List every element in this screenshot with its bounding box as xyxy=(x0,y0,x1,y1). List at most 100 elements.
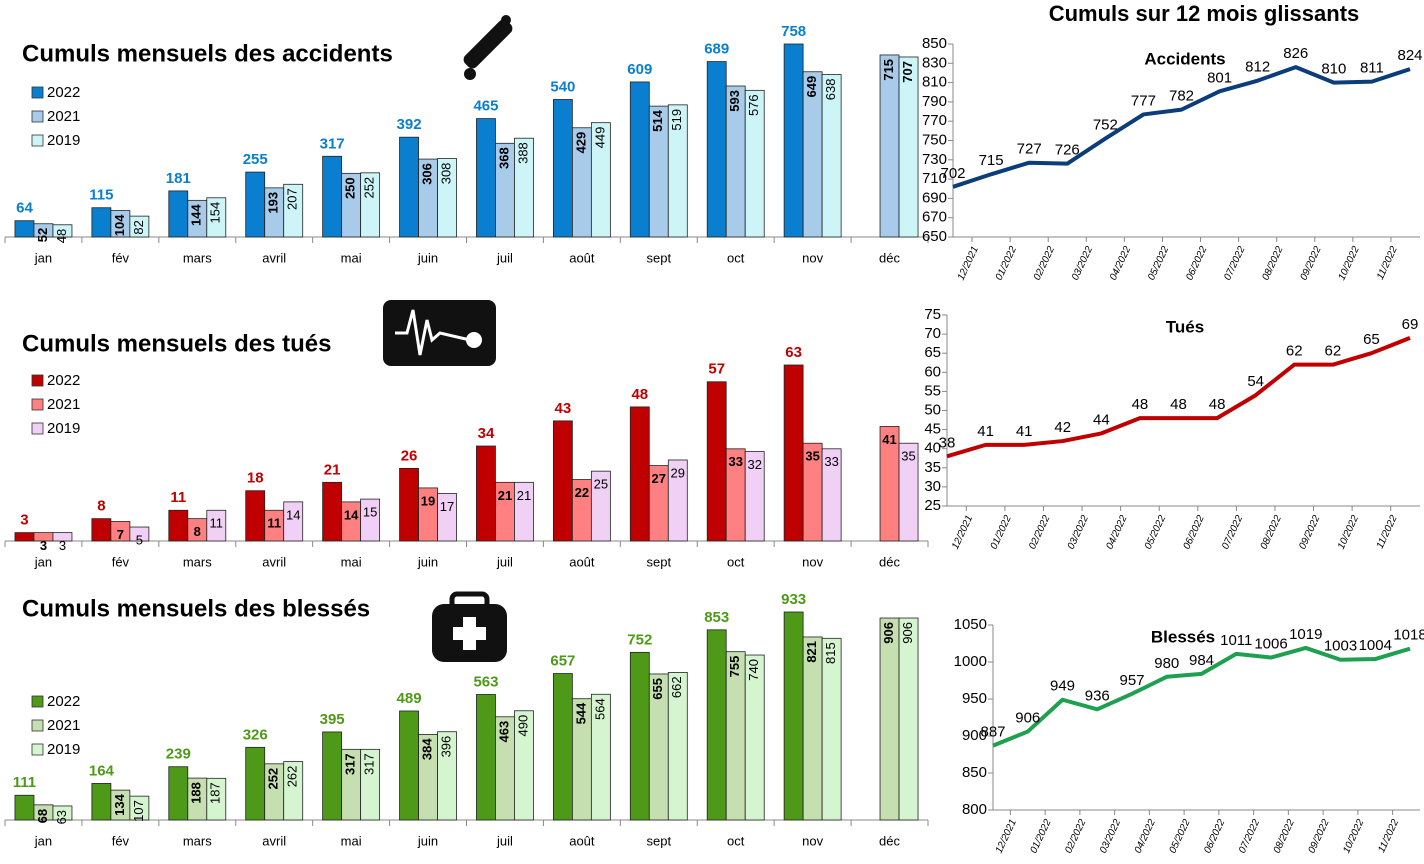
legend-swatch xyxy=(31,743,44,756)
bar xyxy=(14,220,35,238)
legend-swatch xyxy=(31,398,44,411)
bar xyxy=(706,629,727,821)
value-label: 1003 xyxy=(1324,638,1357,655)
bar xyxy=(821,74,842,238)
x-tick-label: nov xyxy=(802,554,823,569)
y-tick-label: 65 xyxy=(924,344,941,361)
value-label: 193 xyxy=(266,192,281,214)
bar xyxy=(590,693,611,821)
value-label: 519 xyxy=(669,109,684,131)
x-tick-label: 08/2022 xyxy=(1260,244,1285,282)
x-tick-label: jan xyxy=(34,554,52,569)
x-tick-label: juin xyxy=(417,250,438,265)
bar xyxy=(168,509,189,542)
bar xyxy=(14,532,35,542)
value-label: 564 xyxy=(592,698,607,720)
bar xyxy=(879,617,900,821)
value-label: 368 xyxy=(496,147,511,169)
legend-label: 2022 xyxy=(47,84,80,101)
y-tick-label: 830 xyxy=(922,54,947,71)
bar xyxy=(744,451,765,542)
x-tick-label: sept xyxy=(647,554,672,569)
line xyxy=(946,336,1411,459)
value-label: 164 xyxy=(89,762,115,779)
x-tick-label: 12/2021 xyxy=(950,514,975,551)
chart-title: Cumuls mensuels des blessés xyxy=(22,595,370,622)
bar xyxy=(879,54,900,238)
value-label: 52 xyxy=(35,228,50,242)
x-tick-label: 10/2022 xyxy=(1337,244,1362,282)
y-tick-label: 790 xyxy=(922,93,947,110)
value-label: 22 xyxy=(575,485,589,500)
x-tick-label: oct xyxy=(727,833,745,848)
value-label: 317 xyxy=(343,753,358,775)
y-tick-label: 35 xyxy=(924,459,941,476)
bar xyxy=(514,710,534,821)
value-label: 7 xyxy=(117,527,124,542)
value-label: 41 xyxy=(882,432,896,447)
value-label: 68 xyxy=(35,809,50,823)
value-label: 111 xyxy=(13,774,36,791)
x-tick-label: 10/2022 xyxy=(1341,817,1366,855)
y-tick-label: 1000 xyxy=(954,653,987,670)
value-label: 35 xyxy=(805,449,819,464)
value-label: 252 xyxy=(362,177,377,199)
bar xyxy=(667,672,688,821)
bar xyxy=(360,748,381,821)
value-label: 15 xyxy=(363,505,377,520)
x-tick-label: 05/2022 xyxy=(1143,513,1168,551)
y-tick-label: 25 xyxy=(924,497,941,514)
value-label: 154 xyxy=(208,202,223,224)
value-label: 544 xyxy=(573,702,588,724)
x-tick-label: août xyxy=(569,833,595,848)
y-tick-label: 650 xyxy=(922,228,947,245)
value-label: 707 xyxy=(900,61,915,83)
value-label: 144 xyxy=(189,204,204,226)
legend-label: 2022 xyxy=(47,693,80,710)
value-label: 25 xyxy=(594,477,608,492)
x-tick-label: 08/2022 xyxy=(1259,513,1284,551)
legend-label: 2021 xyxy=(47,717,80,734)
bar xyxy=(437,158,457,238)
value-label: 3 xyxy=(40,538,47,553)
value-label: 715 xyxy=(979,152,1004,169)
value-label: 662 xyxy=(669,676,684,698)
value-label: 8 xyxy=(97,498,105,515)
x-tick-label: juin xyxy=(417,833,438,848)
bar xyxy=(91,518,112,542)
legend-label: 2019 xyxy=(47,741,80,758)
value-label: 18 xyxy=(247,470,264,487)
x-tick-label: sept xyxy=(647,833,672,848)
bar xyxy=(744,89,765,238)
value-label: 540 xyxy=(550,78,575,95)
x-tick-label: mai xyxy=(341,833,362,848)
value-label: 34 xyxy=(478,425,495,442)
y-tick-label: 750 xyxy=(922,131,947,148)
value-label: 14 xyxy=(344,507,359,522)
value-label: 54 xyxy=(1247,373,1264,390)
x-tick-label: déc xyxy=(879,250,900,265)
value-label: 21 xyxy=(498,488,512,503)
x-tick-label: sept xyxy=(647,250,672,265)
value-label: 48 xyxy=(1132,396,1149,413)
value-label: 63 xyxy=(785,344,802,361)
x-tick-label: fév xyxy=(112,833,130,848)
value-label: 252 xyxy=(266,768,281,790)
value-label: 41 xyxy=(977,423,994,440)
value-label: 755 xyxy=(727,656,742,678)
bar xyxy=(629,81,650,238)
y-tick-label: 670 xyxy=(922,209,947,226)
value-label: 726 xyxy=(1055,142,1080,159)
y-tick-label: 60 xyxy=(924,363,941,380)
y-tick-label: 730 xyxy=(922,151,947,168)
value-label: 1019 xyxy=(1289,626,1322,643)
value-label: 933 xyxy=(781,591,806,608)
x-tick-label: 10/2022 xyxy=(1336,513,1361,551)
value-label: 19 xyxy=(421,493,435,508)
value-label: 11 xyxy=(210,516,224,531)
value-label: 489 xyxy=(397,690,422,707)
value-label: 812 xyxy=(1245,59,1270,76)
bar xyxy=(206,777,227,821)
x-tick-label: oct xyxy=(727,250,745,265)
bar xyxy=(783,611,804,821)
